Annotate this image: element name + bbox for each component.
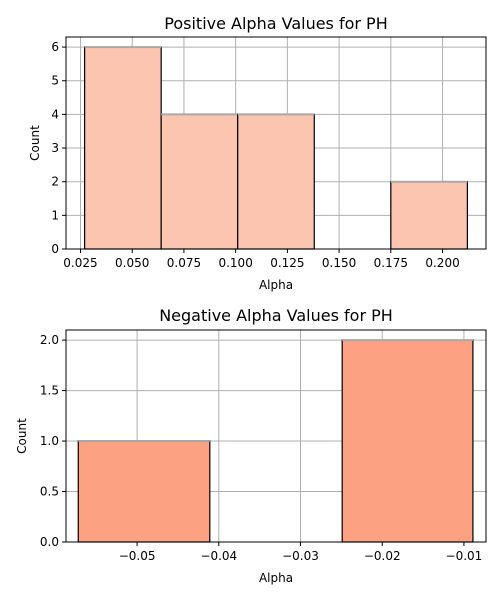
x-axis-label: Alpha: [259, 278, 293, 292]
y-tick-label: 2: [51, 175, 59, 189]
x-tick-label: 0.100: [218, 256, 252, 270]
positive-alpha-chart: 0.025 0.050 0.075 0.100 0.125 0.150 0.175 0.200…: [28, 14, 487, 292]
y-tick-label: 1: [51, 208, 59, 222]
y-axis-label: Count: [15, 418, 29, 454]
y-tick-label: 1.0: [40, 434, 59, 448]
x-tick-label: 0.125: [270, 256, 304, 270]
y-tick-label: 0: [51, 242, 59, 256]
chart-title: Positive Alpha Values for PH: [164, 14, 387, 33]
chart-title: Negative Alpha Values for PH: [159, 306, 393, 325]
plot-frame: [65, 329, 487, 543]
x-tick-label: −0.04: [200, 549, 237, 563]
y-tick-label: 6: [51, 40, 59, 54]
y-tick-label: 3: [51, 141, 59, 155]
x-tick-label: 0.175: [374, 256, 408, 270]
y-tick-label: 2.0: [40, 333, 59, 347]
histogram-bar: [77, 440, 211, 543]
histogram-bar: [84, 46, 162, 250]
x-tick-label: −0.02: [364, 549, 401, 563]
negative-alpha-chart: −0.05 −0.04 −0.03 −0.02 −0.01 0.0 0.5 1.0 1.5 2.0…: [15, 306, 487, 585]
y-tick-label: 0.0: [40, 535, 59, 549]
x-axis-label: Alpha: [259, 571, 293, 585]
y-tick-label: 0.5: [40, 485, 59, 499]
histogram-bar: [160, 113, 239, 250]
histogram-bar: [237, 113, 315, 250]
x-tick-label: 0.050: [115, 256, 149, 270]
x-tick-label: −0.01: [446, 549, 483, 563]
x-tick-label: 0.200: [425, 256, 459, 270]
x-tick-label: −0.05: [119, 549, 156, 563]
histogram-bar: [341, 339, 474, 543]
y-tick-label: 1.5: [40, 384, 59, 398]
y-tick-label: 5: [51, 74, 59, 88]
x-tick-label: 0.150: [322, 256, 356, 270]
y-axis-label: Count: [28, 125, 42, 161]
x-tick-label: 0.025: [63, 256, 97, 270]
plot-frame: [65, 36, 487, 250]
x-tick-label: 0.075: [167, 256, 201, 270]
x-tick-label: −0.03: [282, 549, 319, 563]
histogram-bar: [390, 181, 468, 250]
y-tick-label: 4: [51, 107, 59, 121]
